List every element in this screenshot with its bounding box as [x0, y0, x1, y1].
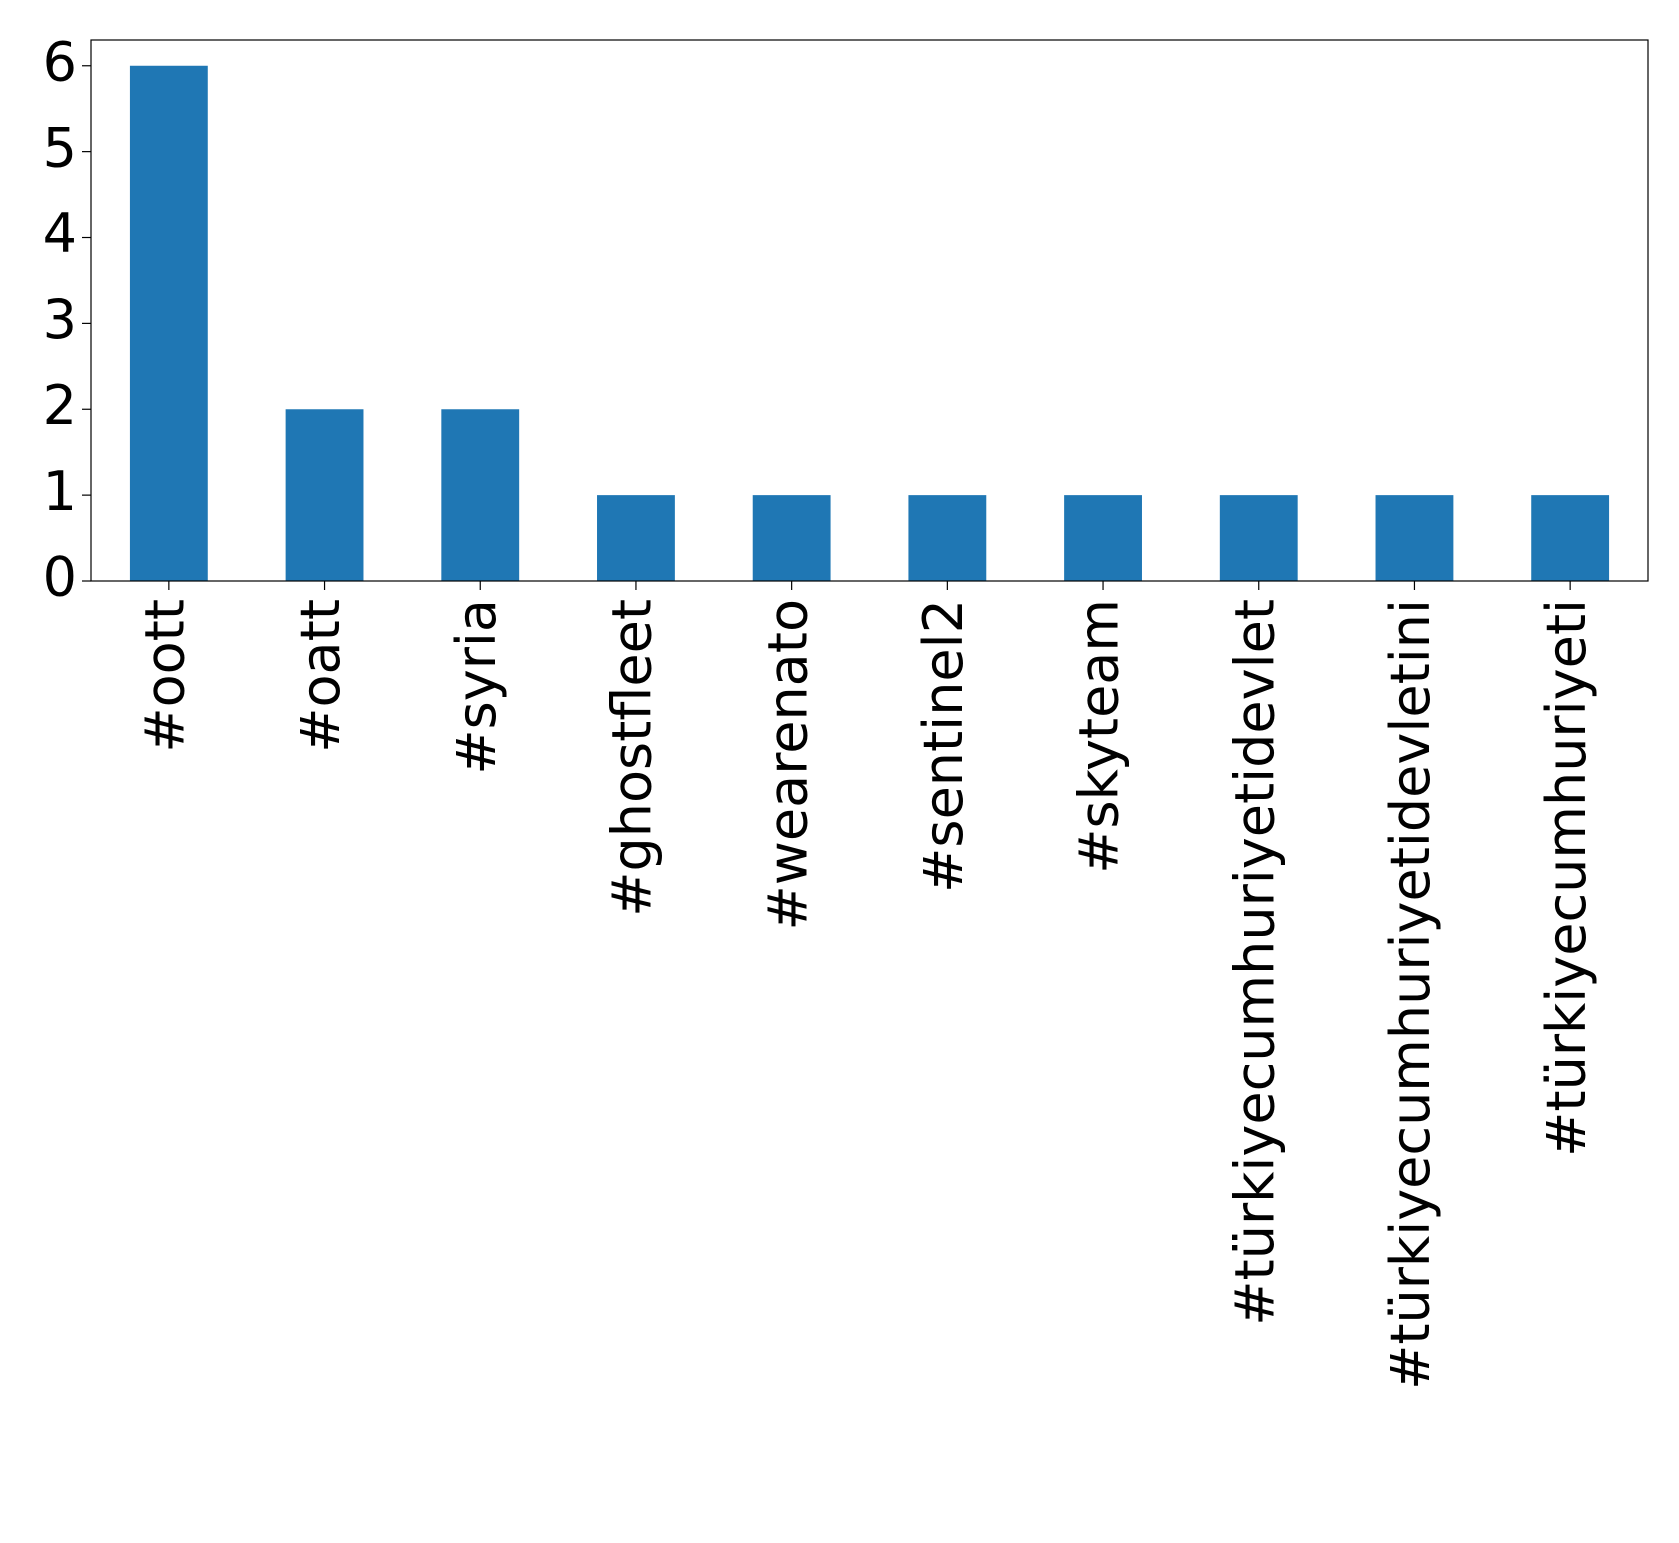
x-tick-label: #skyteam [1068, 599, 1131, 874]
bar [441, 409, 520, 581]
x-tick-label: #ghostfleet [601, 599, 664, 917]
y-tick-label: 2 [43, 374, 77, 437]
bar [1375, 495, 1454, 581]
plot-frame [90, 39, 1649, 582]
x-tick-label: #wearenato [756, 599, 819, 931]
bar [129, 65, 208, 581]
bar [908, 495, 987, 581]
y-tick-label: 5 [43, 116, 77, 179]
x-tick-label: #syria [445, 599, 508, 775]
x-tick-label: #sentinel2 [912, 599, 975, 893]
y-tick-label: 4 [43, 202, 77, 265]
x-tick-label: #oott [133, 599, 196, 753]
y-tick-label: 3 [43, 288, 77, 351]
bar [285, 409, 364, 581]
y-tick-label: 0 [43, 546, 77, 609]
bar [1064, 495, 1142, 581]
y-tick-label: 6 [43, 30, 77, 93]
x-tick-label: #türkiyecumhuriyeti [1535, 599, 1598, 1157]
x-tick-label: #türkiyecumhuriyetidevletini [1379, 599, 1442, 1390]
bar [1219, 495, 1298, 581]
x-tick-label: #oatt [289, 599, 352, 753]
bar [752, 495, 831, 581]
x-tick-label: #türkiyecumhuriyetidevlet [1223, 599, 1286, 1326]
bar [597, 495, 675, 581]
bar [1531, 495, 1610, 581]
y-tick-label: 1 [43, 460, 77, 523]
